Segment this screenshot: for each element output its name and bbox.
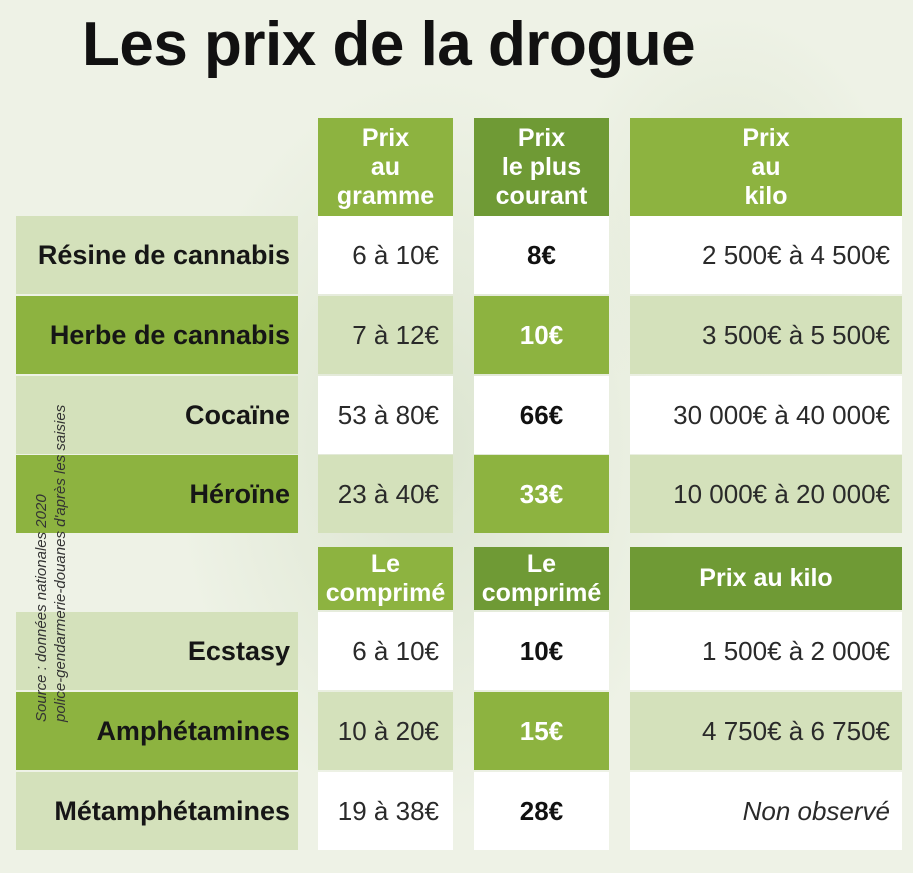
header-price-per-kilo-2: Prix au kilo xyxy=(630,547,902,610)
header-per-tablet: Le comprimé xyxy=(318,547,453,610)
common-price-cell: 28€ xyxy=(474,772,609,850)
unit-price-cell: 7 à 12€ xyxy=(318,296,453,374)
row-label: Cocaïne xyxy=(16,376,298,454)
common-price-cell: 33€ xyxy=(474,455,609,533)
header-price-per-gram: Prix au gramme xyxy=(318,118,453,216)
unit-price-cell: 23 à 40€ xyxy=(318,455,453,533)
kilo-price-cell: 4 750€ à 6 750€ xyxy=(630,692,902,770)
row-label: Résine de cannabis xyxy=(16,216,298,294)
source-line-2: police-gendarmerie-douanes d'après les s… xyxy=(52,404,69,722)
header-per-tablet-common: Le comprimé xyxy=(474,547,609,610)
common-price-cell: 66€ xyxy=(474,376,609,454)
row-label: Herbe de cannabis xyxy=(16,296,298,374)
unit-price-cell: 19 à 38€ xyxy=(318,772,453,850)
row-label: Ecstasy xyxy=(16,612,298,690)
header-most-common-price: Prix le plus courant xyxy=(474,118,609,216)
row-label: Héroïne xyxy=(16,455,298,533)
row-label: Amphétamines xyxy=(16,692,298,770)
header-price-per-kilo: Prix au kilo xyxy=(630,118,902,216)
unit-price-cell: 6 à 10€ xyxy=(318,216,453,294)
unit-price-cell: 6 à 10€ xyxy=(318,612,453,690)
kilo-price-cell: 3 500€ à 5 500€ xyxy=(630,296,902,374)
unit-price-cell: 10 à 20€ xyxy=(318,692,453,770)
common-price-cell: 10€ xyxy=(474,296,609,374)
source-note: Source : données nationales 2020 police-… xyxy=(32,382,70,722)
kilo-price-cell: 1 500€ à 2 000€ xyxy=(630,612,902,690)
kilo-price-cell: 2 500€ à 4 500€ xyxy=(630,216,902,294)
row-label: Métamphétamines xyxy=(16,772,298,850)
source-line-1: Source : données nationales 2020 xyxy=(33,494,50,722)
kilo-price-cell: Non observé xyxy=(630,772,902,850)
unit-price-cell: 53 à 80€ xyxy=(318,376,453,454)
kilo-price-cell: 10 000€ à 20 000€ xyxy=(630,455,902,533)
page-title: Les prix de la drogue xyxy=(82,10,696,79)
common-price-cell: 8€ xyxy=(474,216,609,294)
kilo-price-cell: 30 000€ à 40 000€ xyxy=(630,376,902,454)
common-price-cell: 15€ xyxy=(474,692,609,770)
common-price-cell: 10€ xyxy=(474,612,609,690)
